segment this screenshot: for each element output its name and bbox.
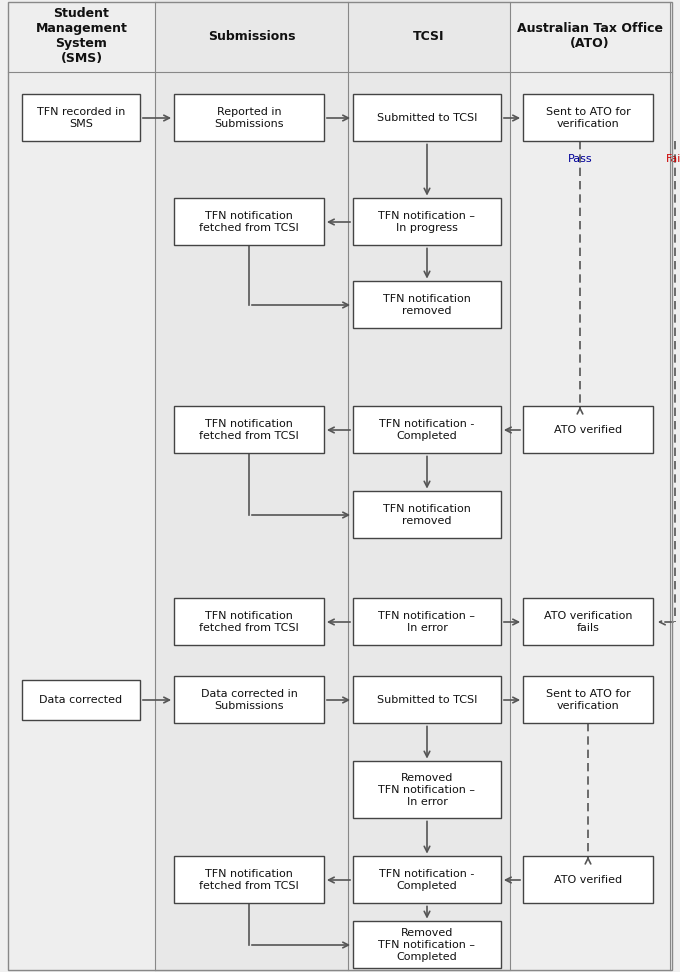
Text: TFN recorded in
SMS: TFN recorded in SMS <box>37 107 125 129</box>
Text: Fail: Fail <box>666 154 680 163</box>
Bar <box>22 94 140 142</box>
Text: ATO verified: ATO verified <box>554 425 622 435</box>
Text: Submitted to TCSI: Submitted to TCSI <box>377 113 477 123</box>
Bar <box>174 677 324 723</box>
Text: Removed
TFN notification –
In error: Removed TFN notification – In error <box>379 774 475 807</box>
Text: TFN notification
removed: TFN notification removed <box>383 504 471 526</box>
Bar <box>174 406 324 454</box>
Bar <box>523 406 653 454</box>
Text: Submissions: Submissions <box>208 29 295 43</box>
Text: TFN notification
fetched from TCSI: TFN notification fetched from TCSI <box>199 419 299 440</box>
Text: TFN notification –
In progress: TFN notification – In progress <box>379 211 475 233</box>
Bar <box>523 677 653 723</box>
Bar <box>174 856 324 904</box>
Bar <box>523 599 653 645</box>
Text: Sent to ATO for
verification: Sent to ATO for verification <box>545 689 630 711</box>
Bar <box>174 599 324 645</box>
Text: TFN notification
removed: TFN notification removed <box>383 295 471 316</box>
Text: TFN notification
fetched from TCSI: TFN notification fetched from TCSI <box>199 211 299 233</box>
Text: Australian Tax Office
(ATO): Australian Tax Office (ATO) <box>517 22 663 50</box>
Bar <box>523 94 653 142</box>
Text: ATO verified: ATO verified <box>554 875 622 885</box>
Bar <box>353 282 501 329</box>
Bar <box>353 677 501 723</box>
Text: Data corrected in
Submissions: Data corrected in Submissions <box>201 689 297 711</box>
Text: Reported in
Submissions: Reported in Submissions <box>214 107 284 129</box>
Text: TFN notification –
In error: TFN notification – In error <box>379 611 475 633</box>
Bar <box>353 921 501 968</box>
Bar <box>510 0 670 972</box>
Bar <box>22 680 140 720</box>
Bar <box>8 0 155 972</box>
Text: Removed
TFN notification –
Completed: Removed TFN notification – Completed <box>379 928 475 961</box>
Bar <box>353 492 501 538</box>
Bar <box>348 0 510 972</box>
Text: ATO verification
fails: ATO verification fails <box>544 611 632 633</box>
Bar <box>353 856 501 904</box>
Text: TFN notification -
Completed: TFN notification - Completed <box>379 419 475 440</box>
Text: Sent to ATO for
verification: Sent to ATO for verification <box>545 107 630 129</box>
Bar <box>523 856 653 904</box>
Bar <box>174 198 324 246</box>
Bar <box>353 94 501 142</box>
Bar <box>353 761 501 818</box>
Text: Student
Management
System
(SMS): Student Management System (SMS) <box>35 7 127 65</box>
Bar <box>353 406 501 454</box>
Bar <box>353 198 501 246</box>
Bar <box>353 599 501 645</box>
Text: TFN notification
fetched from TCSI: TFN notification fetched from TCSI <box>199 611 299 633</box>
Text: Data corrected: Data corrected <box>39 695 122 705</box>
Bar <box>155 0 348 972</box>
Text: Submitted to TCSI: Submitted to TCSI <box>377 695 477 705</box>
Text: TCSI: TCSI <box>413 29 445 43</box>
Text: TFN notification -
Completed: TFN notification - Completed <box>379 869 475 890</box>
Text: TFN notification
fetched from TCSI: TFN notification fetched from TCSI <box>199 869 299 890</box>
Bar <box>174 94 324 142</box>
Text: Pass: Pass <box>568 154 592 163</box>
